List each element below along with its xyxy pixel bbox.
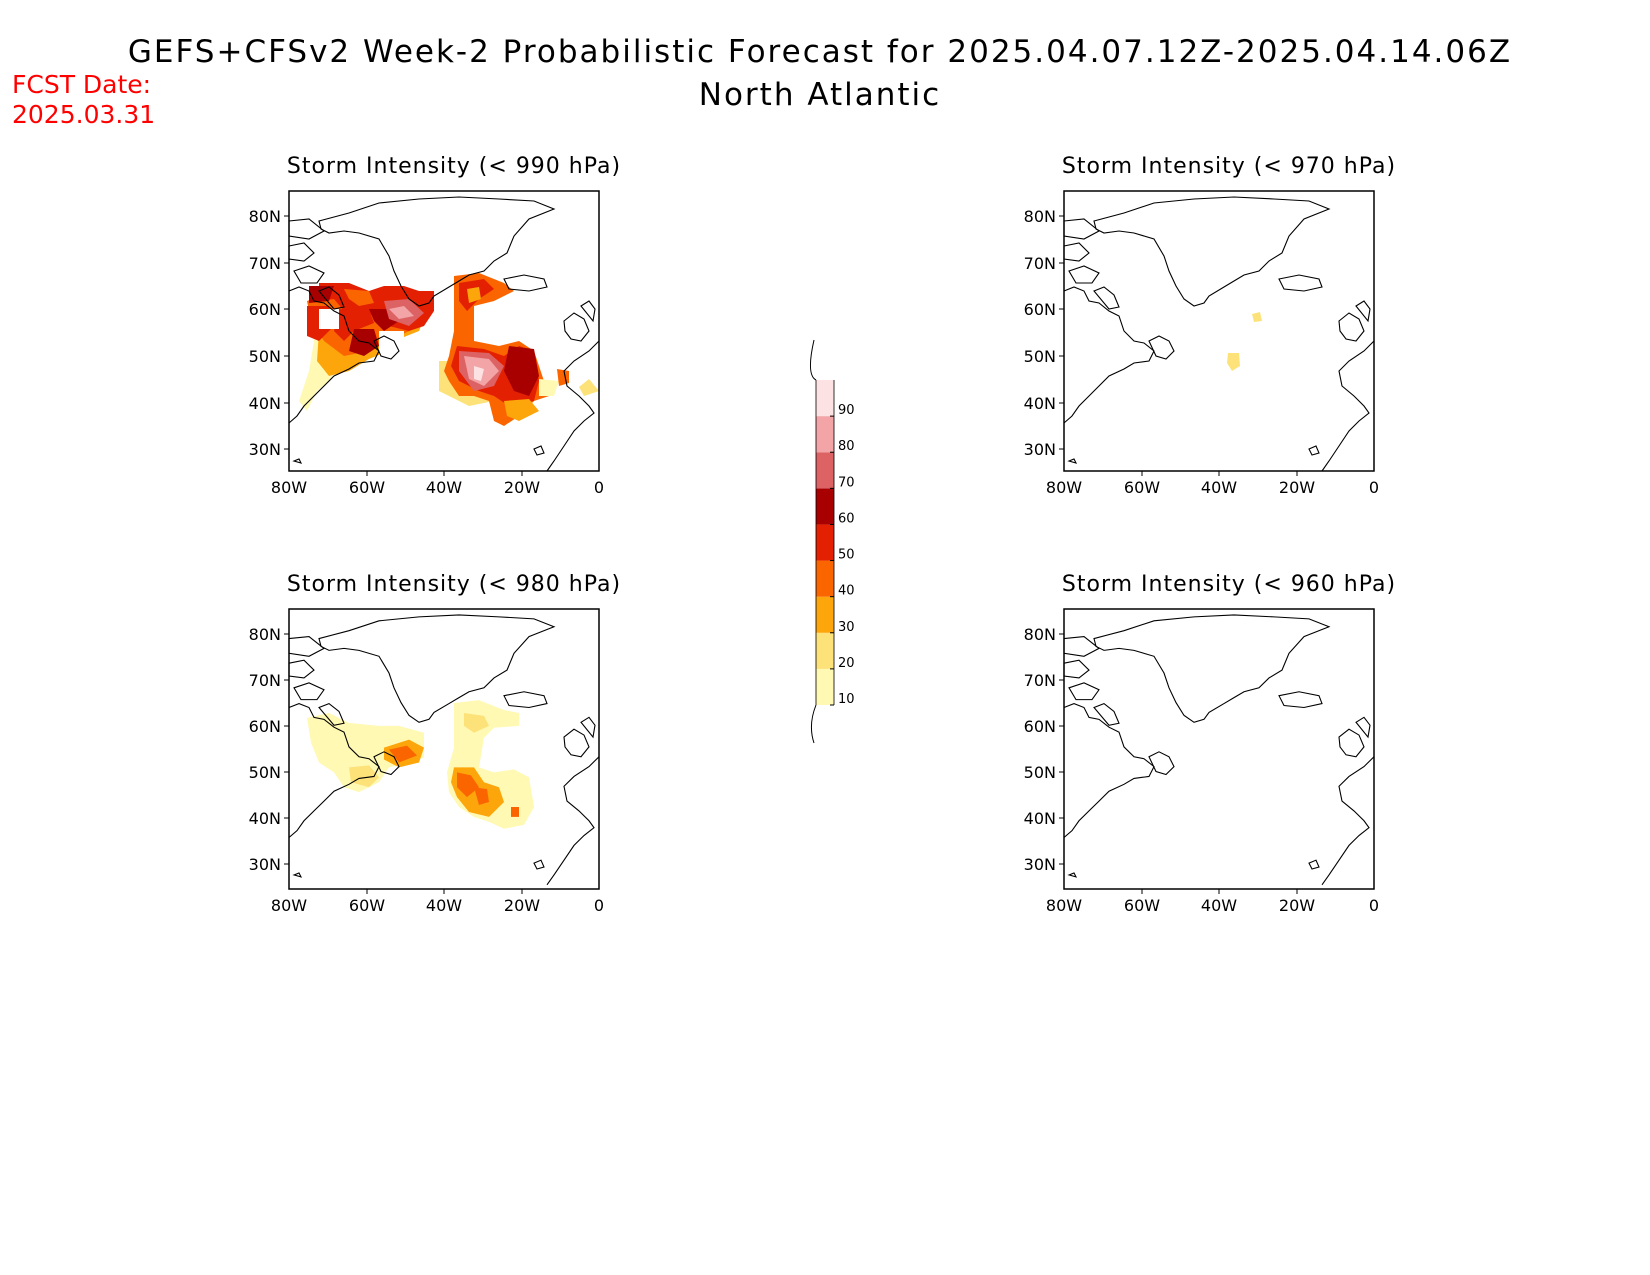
- panel-970: Storm Intensity (< 970 hPa) 80W 60W 40W …: [1024, 154, 1396, 497]
- colorbar-label: 50: [838, 548, 855, 563]
- colorbar-label: 20: [838, 656, 855, 671]
- colorbar-segment: [816, 380, 834, 417]
- colorbar-segment: [816, 668, 834, 705]
- colorbar-label: 80: [838, 439, 855, 454]
- panel-title-970: Storm Intensity (< 970 hPa): [1062, 154, 1396, 179]
- lon-tick: 80W: [271, 896, 307, 915]
- lat-tick: 50N: [1024, 347, 1056, 366]
- lat-tick: 70N: [249, 671, 281, 690]
- lon-tick: 40W: [1201, 896, 1237, 915]
- axis-ticks-980: 80W 60W 40W 20W 0 80N 70N 60N 50N 40N 30…: [249, 625, 604, 915]
- lat-tick: 60N: [249, 300, 281, 319]
- axis-ticks-970: 80W 60W 40W 20W 0 80N 70N 60N 50N 40N 30…: [1024, 207, 1379, 497]
- probability-shading-980: [307, 700, 534, 829]
- lon-tick: 60W: [349, 478, 385, 497]
- lat-tick: 60N: [249, 717, 281, 736]
- panel-title-980: Storm Intensity (< 980 hPa): [287, 572, 621, 597]
- lat-tick: 40N: [249, 394, 281, 413]
- colorbar-label: 40: [838, 584, 855, 599]
- figure-title: GEFS+CFSv2 Week-2 Probabilistic Forecast…: [128, 34, 1512, 70]
- fcst-date-label: FCST Date:: [12, 70, 151, 99]
- lat-tick: 30N: [1024, 855, 1056, 874]
- region-title: North Atlantic: [699, 77, 941, 113]
- lon-tick: 20W: [1279, 478, 1315, 497]
- colorbar: 10 20 30 40 50 60 70 80 90: [810, 339, 855, 744]
- lat-tick: 40N: [249, 809, 281, 828]
- lon-tick: 60W: [1124, 896, 1160, 915]
- lat-tick: 40N: [1024, 394, 1056, 413]
- lon-tick: 20W: [504, 478, 540, 497]
- lat-tick: 40N: [1024, 809, 1056, 828]
- colorbar-segment: [816, 596, 834, 633]
- panel-960: Storm Intensity (< 960 hPa) 80W 60W 40W …: [1024, 572, 1396, 915]
- colorbar-segment: [816, 524, 834, 561]
- lat-tick: 70N: [1024, 254, 1056, 273]
- lon-tick: 0: [594, 478, 604, 497]
- lat-tick: 80N: [1024, 207, 1056, 226]
- lat-tick: 50N: [249, 347, 281, 366]
- colorbar-label: 10: [838, 692, 855, 707]
- lat-tick: 30N: [249, 855, 281, 874]
- colorbar-label: 30: [838, 620, 855, 635]
- panel-990: Storm Intensity (< 990 hPa): [249, 154, 621, 497]
- colorbar-segment: [816, 632, 834, 669]
- lat-tick: 70N: [249, 254, 281, 273]
- lon-tick: 40W: [426, 478, 462, 497]
- axis-ticks-990: 80W 60W 40W 20W 0 80N 70N 60N 50N 40N 30…: [249, 207, 604, 497]
- lon-tick: 60W: [349, 896, 385, 915]
- panel-title-960: Storm Intensity (< 960 hPa): [1062, 572, 1396, 597]
- axis-ticks-960: 80W 60W 40W 20W 0 80N 70N 60N 50N 40N 30…: [1024, 625, 1379, 915]
- lon-tick: 40W: [426, 896, 462, 915]
- lat-tick: 50N: [249, 763, 281, 782]
- lat-tick: 60N: [1024, 717, 1056, 736]
- colorbar-label: 60: [838, 511, 855, 526]
- lat-tick: 30N: [1024, 440, 1056, 459]
- lon-tick: 20W: [1279, 896, 1315, 915]
- lon-tick: 80W: [1046, 478, 1082, 497]
- panel-980: Storm Intensity (< 980 hPa) 80W 60W 40W …: [249, 572, 621, 915]
- colorbar-segment: [816, 452, 834, 489]
- lon-tick: 0: [1369, 478, 1379, 497]
- lat-tick: 30N: [249, 440, 281, 459]
- panel-title-990: Storm Intensity (< 990 hPa): [287, 154, 621, 179]
- colorbar-label: 90: [838, 403, 855, 418]
- lon-tick: 60W: [1124, 478, 1160, 497]
- lat-tick: 70N: [1024, 671, 1056, 690]
- colorbar-segment: [816, 560, 834, 597]
- lat-tick: 80N: [249, 207, 281, 226]
- lon-tick: 0: [594, 896, 604, 915]
- probability-shading-970: [1227, 312, 1262, 371]
- lat-tick: 80N: [1024, 625, 1056, 644]
- lon-tick: 80W: [1046, 896, 1082, 915]
- colorbar-segment: [816, 416, 834, 453]
- lon-tick: 80W: [271, 478, 307, 497]
- lat-tick: 80N: [249, 625, 281, 644]
- lat-tick: 50N: [1024, 763, 1056, 782]
- fcst-date-value: 2025.03.31: [12, 100, 155, 129]
- colorbar-label: 70: [838, 475, 855, 490]
- lat-tick: 60N: [1024, 300, 1056, 319]
- lon-tick: 20W: [504, 896, 540, 915]
- colorbar-segment: [816, 488, 834, 525]
- lon-tick: 40W: [1201, 478, 1237, 497]
- lon-tick: 0: [1369, 896, 1379, 915]
